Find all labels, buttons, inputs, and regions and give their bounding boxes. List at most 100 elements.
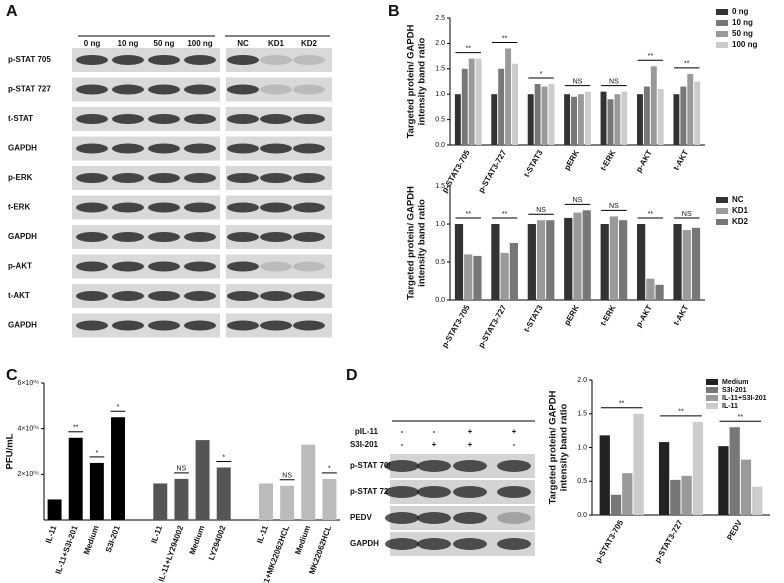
y-tick-label: 0.5 [577, 478, 587, 485]
significance-label: ** [678, 409, 684, 416]
bar [694, 81, 701, 145]
bar [729, 427, 740, 515]
blot-band [112, 114, 144, 124]
blot-band [417, 538, 451, 550]
y-tick-label: 0.5 [435, 259, 445, 266]
blot-band [227, 173, 259, 183]
bar [670, 479, 681, 515]
bar [527, 94, 534, 145]
row-label: GAPDH [8, 321, 37, 330]
legend-label: S3I-201 [722, 387, 747, 394]
blot-band [453, 538, 487, 550]
blot-band [184, 291, 216, 301]
blot-band [148, 143, 180, 154]
bar [657, 89, 664, 145]
bar [216, 467, 231, 520]
y-tick-label: 2.0 [577, 377, 587, 384]
x-tick-label: MK22062HCL [307, 524, 333, 575]
y-tick-label: 1.5 [435, 66, 445, 73]
blot-band [112, 261, 144, 272]
blot-band [385, 486, 419, 498]
y-axis-title: intensity band ratio [417, 37, 428, 125]
blot-band [76, 232, 108, 242]
x-tick-label: p-AKT [634, 303, 654, 328]
bar [600, 224, 609, 300]
significance-label: ** [648, 53, 654, 60]
treatment-label: pIL-11 [355, 427, 379, 436]
row-label: GAPDH [8, 232, 37, 241]
blot-band [260, 291, 292, 301]
blot-band [184, 320, 216, 331]
legend-label: 100 ng [732, 40, 757, 49]
bar [464, 254, 473, 300]
legend-label: IL-11+S3I-201 [722, 395, 767, 402]
blot-band [112, 320, 144, 331]
legend-swatch [716, 9, 728, 15]
blot-band [293, 173, 325, 183]
bar [578, 94, 584, 145]
bar [637, 224, 646, 300]
blot-band [148, 320, 180, 331]
x-tick-label: t-ERK [599, 148, 618, 172]
bar [599, 435, 610, 515]
y-tick-label: 0.0 [435, 142, 445, 149]
legend-swatch [716, 208, 728, 214]
blot-band [227, 84, 259, 95]
blot-band [260, 143, 292, 154]
bar [564, 94, 571, 145]
legend-swatch [716, 197, 728, 203]
bar [491, 224, 500, 300]
bar [673, 94, 680, 145]
x-tick-label: Medium [188, 524, 207, 555]
bar [322, 478, 337, 520]
bar [47, 499, 62, 520]
row-label: t-ERK [8, 203, 30, 212]
x-tick-label: p-STAT3-727 [477, 303, 509, 349]
bar [610, 494, 622, 515]
bar [600, 91, 607, 145]
bar [68, 437, 83, 520]
legend-label: IL-11 [722, 403, 738, 410]
legend-swatch [706, 387, 718, 393]
blot-band [227, 143, 259, 154]
significance-label: ** [648, 211, 654, 218]
legend-label: 10 ng [732, 18, 753, 27]
blot-band [148, 232, 180, 242]
blot-band [227, 114, 259, 124]
bar [512, 63, 518, 145]
blot-band [293, 84, 325, 95]
row-label: GAPDH [8, 144, 37, 153]
bar [541, 86, 548, 145]
y-axis-title: intensity band ratio [417, 199, 428, 287]
blot-band [227, 320, 259, 331]
x-tick-label: PEDV [725, 518, 744, 542]
significance-label: ** [465, 45, 471, 52]
blot-band [293, 232, 325, 242]
significance-label: * [328, 466, 331, 473]
bar [498, 68, 505, 145]
blot-band [453, 512, 487, 524]
bar [740, 459, 752, 515]
blot-band [417, 460, 451, 472]
row-label: p-AKT [8, 262, 32, 271]
bar [195, 440, 210, 520]
row-label: t-AKT [8, 291, 30, 300]
blot-band [184, 55, 216, 65]
bar [622, 473, 633, 515]
x-tick-label: IL-11+S3I-201 [54, 524, 80, 575]
y-tick-label: 2.0 [435, 40, 445, 47]
significance-label: NS [609, 203, 619, 210]
x-tick-label: p-STAT3-705 [594, 518, 626, 564]
panel-letter: D [346, 367, 358, 384]
blot-band [76, 84, 108, 95]
blot-band [148, 114, 180, 124]
blot-band [227, 261, 259, 272]
treatment-sign: + [432, 440, 437, 449]
legend-label: NC [732, 195, 744, 204]
blot-band [112, 55, 144, 65]
bar [681, 475, 692, 515]
blot-band [76, 143, 108, 154]
y-axis-title: Targeted protein/ GAPDH [406, 186, 417, 300]
bar [619, 220, 628, 300]
blot-band [260, 320, 292, 331]
